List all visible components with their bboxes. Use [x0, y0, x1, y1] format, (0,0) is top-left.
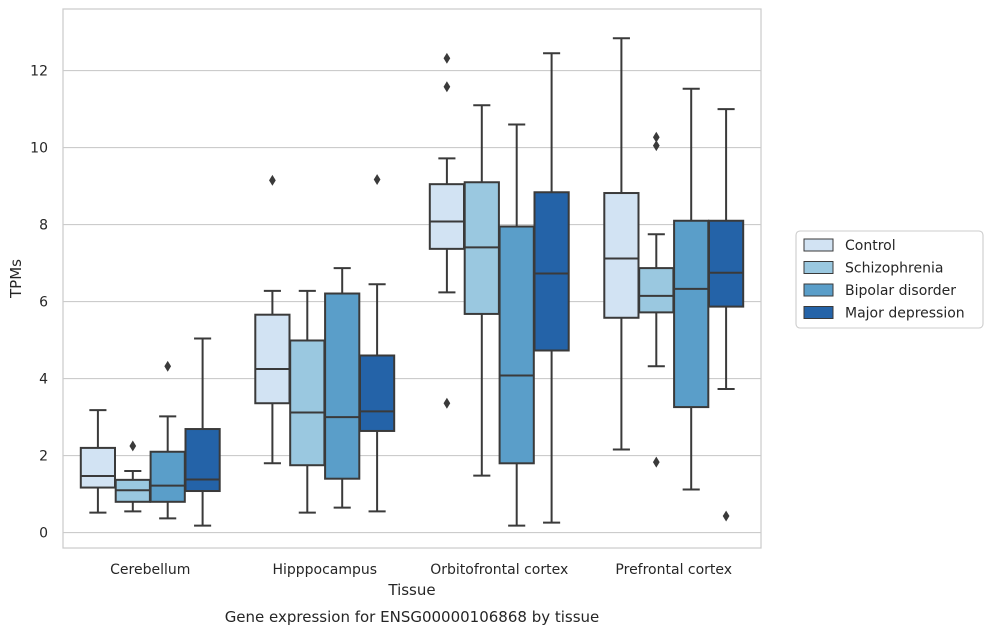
box-iqr: [428, 183, 466, 250]
legend-label: Major depression: [845, 306, 965, 322]
legend-label: Schizophrenia: [845, 261, 943, 277]
outlier-point: [722, 510, 730, 522]
y-tick-label: 10: [30, 141, 48, 157]
x-tick-label: Prefrontal cortex: [615, 562, 732, 578]
boxes: [79, 37, 745, 527]
legend-frame: [795, 230, 984, 329]
legend-swatch: [803, 238, 834, 252]
box-major-depression: [707, 108, 745, 522]
box-bipolar-disorder: [673, 87, 710, 491]
box-iqr: [184, 428, 221, 493]
legend-swatch: [803, 306, 834, 319]
outlier-point: [373, 174, 381, 186]
legend: Control Schizophrenia Bipolar disorder Majo…: [795, 230, 984, 329]
box-iqr: [358, 354, 396, 432]
legend-label: Control: [845, 238, 896, 254]
box-schizophrenia: [463, 104, 500, 477]
outlier-point: [652, 131, 660, 143]
outlier-point: [652, 140, 660, 152]
box-iqr: [533, 191, 570, 352]
outlier-point: [443, 397, 451, 409]
box-iqr: [498, 225, 535, 465]
y-tick-label: 2: [39, 449, 48, 465]
x-tick-label: Hipppocampus: [272, 562, 377, 578]
outlier-point: [443, 81, 451, 93]
box-iqr: [324, 292, 361, 480]
box-control: [254, 174, 291, 465]
y-tick-label: 8: [39, 218, 48, 234]
x-tick-label: Orbitofrontal cortex: [430, 562, 568, 578]
box-iqr: [289, 339, 326, 467]
box-schizophrenia: [289, 289, 326, 514]
plot-frame: [62, 8, 762, 549]
y-axis-label: TPMs: [7, 259, 25, 299]
y-tick-label: 0: [39, 526, 48, 542]
y-tick-labels: 0 2 4 6 8 10 12: [30, 64, 48, 542]
legend-swatch: [803, 283, 834, 297]
outlier-point: [269, 174, 276, 186]
chart-caption: Gene expression for ENSG00000106868 by t…: [225, 608, 600, 626]
box-major-depression: [358, 174, 396, 513]
outlier-point: [443, 52, 451, 64]
box-major-depression: [184, 337, 221, 527]
box-bipolar-disorder: [324, 267, 361, 509]
box-iqr: [707, 219, 745, 308]
legend-label: Bipolar disorder: [845, 283, 956, 299]
box-iqr: [254, 313, 291, 405]
x-axis-label: Tissue: [387, 581, 435, 599]
x-tick-labels: Cerebellum Hipppocampus Orbitofrontal cort…: [110, 562, 732, 578]
outlier-point: [129, 440, 137, 452]
box-iqr: [673, 219, 710, 409]
box-iqr: [638, 267, 675, 314]
box-iqr: [603, 192, 640, 319]
x-tick-label: Cerebellum: [110, 562, 190, 578]
box-control: [79, 409, 117, 514]
box-iqr: [149, 450, 186, 503]
y-tick-label: 12: [30, 64, 48, 80]
y-tick-label: 4: [39, 372, 48, 388]
box-major-depression: [533, 52, 570, 524]
box-bipolar-disorder: [149, 360, 186, 520]
outlier-point: [164, 360, 172, 372]
legend-swatch: [803, 261, 834, 274]
box-iqr: [79, 446, 117, 489]
box-control: [428, 52, 466, 409]
box-control: [603, 37, 640, 451]
y-tick-label: 6: [39, 295, 48, 311]
outlier-point: [652, 456, 660, 468]
